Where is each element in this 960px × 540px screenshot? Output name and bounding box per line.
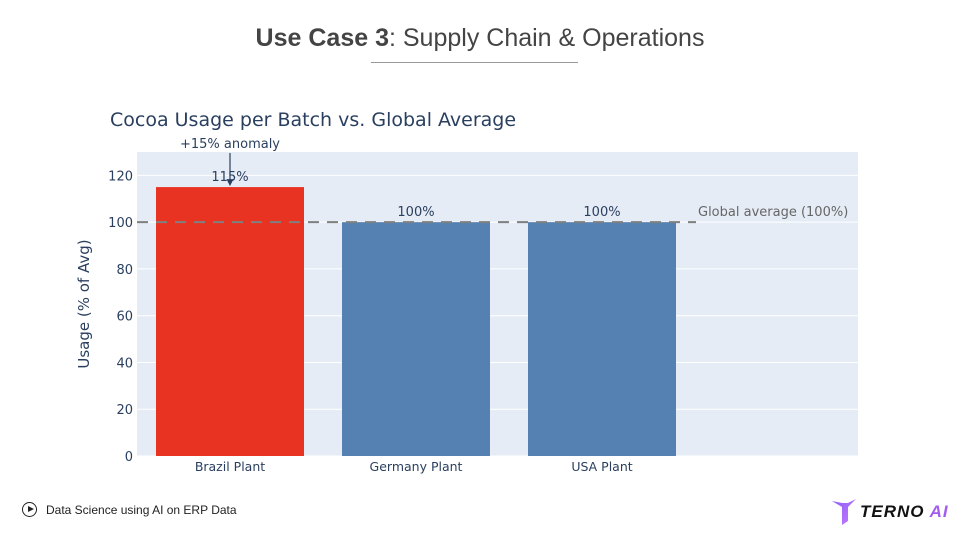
y-tick-label: 80 xyxy=(116,263,133,278)
x-tick-label: Brazil Plant xyxy=(195,459,265,474)
y-tick-label: 60 xyxy=(116,310,133,325)
title-underline xyxy=(371,62,578,63)
bar xyxy=(528,222,676,456)
y-tick-label: 40 xyxy=(116,356,133,371)
y-tick-label: 120 xyxy=(108,169,133,184)
logo-text: TERNO AI xyxy=(860,502,949,521)
chart-title: Cocoa Usage per Batch vs. Global Average xyxy=(110,109,516,131)
terno-logo-icon xyxy=(832,499,856,525)
terno-ai-logo: TERNO AI xyxy=(832,497,949,527)
bar xyxy=(342,222,490,456)
reference-line-label: Global average (100%) xyxy=(698,205,848,220)
title-bold: Use Case 3 xyxy=(255,24,389,52)
y-tick-label: 0 xyxy=(125,450,133,465)
x-tick-label: Germany Plant xyxy=(370,459,463,474)
y-axis-label: Usage (% of Avg) xyxy=(75,239,93,368)
title-rest: : Supply Chain & Operations xyxy=(388,24,705,52)
slide-title: Use Case 3: Supply Chain & Operations xyxy=(0,24,960,53)
data-label: 100% xyxy=(397,205,434,220)
bar xyxy=(156,187,304,457)
footer-text: Data Science using AI on ERP Data xyxy=(46,502,237,517)
y-tick-label: 20 xyxy=(116,403,133,418)
play-circle-icon[interactable] xyxy=(22,502,37,517)
y-tick-label: 100 xyxy=(108,216,133,231)
footer: Data Science using AI on ERP Data xyxy=(22,502,237,517)
annotation-text: +15% anomaly xyxy=(180,137,280,152)
annotation-arrow-head xyxy=(226,179,234,187)
x-tick-label: USA Plant xyxy=(571,459,632,474)
data-label: 100% xyxy=(583,205,620,220)
